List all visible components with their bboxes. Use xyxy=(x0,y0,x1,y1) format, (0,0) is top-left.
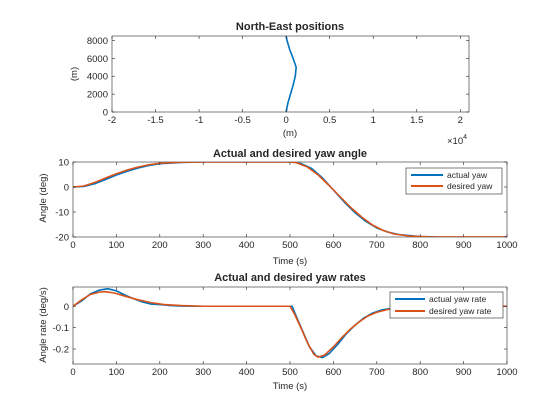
x-tick-label: 200 xyxy=(152,240,168,251)
y-tick-label: 4000 xyxy=(87,72,108,83)
legend-label-actual-yaw-rate: actual yaw rate xyxy=(429,294,486,304)
x-tick-label: 600 xyxy=(325,240,341,251)
plot-area xyxy=(111,35,470,113)
yaw-angle-chart: Actual and desired yaw angle 0 100 200 300 4… xyxy=(38,148,518,267)
x-tick-label: 700 xyxy=(369,240,385,251)
x-tick-label: 1000 xyxy=(496,367,517,378)
y-axis-label: Angle (deg) xyxy=(38,173,49,222)
y-tick-label: -0.2 xyxy=(53,345,69,356)
x-tick-label: 900 xyxy=(456,367,472,378)
yaw-rate-chart: Actual and desired yaw rates 0 100 200 300 4… xyxy=(38,272,518,392)
x-tick-label: 100 xyxy=(108,367,124,378)
chart-title: Actual and desired yaw angle xyxy=(213,148,367,160)
y-axis-label: Angle rate (deg/s) xyxy=(38,287,49,363)
y-tick-label: 6000 xyxy=(87,54,108,65)
series-line-desired-yaw-rate xyxy=(73,290,507,358)
legend-box xyxy=(389,291,504,319)
legend-label-desired-yaw-rate: desired yaw rate xyxy=(429,306,492,316)
x-tick-label: -2 xyxy=(108,115,116,126)
series-line-desired-yaw xyxy=(73,162,507,237)
x-tick-label: 400 xyxy=(239,367,255,378)
x-tick-label: 0 xyxy=(70,367,75,378)
y-tick-label: -20 xyxy=(55,233,69,244)
y-tick-label: 8000 xyxy=(87,36,108,47)
x-tick-label: 500 xyxy=(282,367,298,378)
y-axis-label: (m) xyxy=(69,67,80,81)
x-axis-exponent-power: 4 xyxy=(463,134,467,141)
x-tick-label: 1000 xyxy=(496,240,517,251)
y-tick-label: -10 xyxy=(55,208,69,219)
x-axis-exponent-base: ×10 xyxy=(447,136,463,147)
x-tick-label: 800 xyxy=(412,367,428,378)
y-tick-label: 10 xyxy=(58,158,69,169)
north-east-positions-chart: North-East positions -2 -1.5 -1 -0.5 0 0.5 1 1.… xyxy=(69,21,470,147)
chart-title: North-East positions xyxy=(236,21,344,33)
x-axis-label: Time (s) xyxy=(273,256,307,267)
x-tick-label: 600 xyxy=(325,367,341,378)
legend: actual yaw rate desired yaw rate xyxy=(389,291,504,319)
x-tick-label: 300 xyxy=(195,240,211,251)
x-tick-label: 100 xyxy=(108,240,124,251)
x-tick-label: -0.5 xyxy=(234,115,250,126)
x-axis-label: Time (s) xyxy=(273,381,307,392)
x-tick-label: 800 xyxy=(412,240,428,251)
x-tick-label: 0.5 xyxy=(323,115,336,126)
chart-title: Actual and desired yaw rates xyxy=(214,272,366,284)
x-tick-label: 700 xyxy=(369,367,385,378)
x-tick-label: 500 xyxy=(282,240,298,251)
x-tick-label: 300 xyxy=(195,367,211,378)
x-tick-label: -1 xyxy=(195,115,203,126)
x-tick-label: 400 xyxy=(239,240,255,251)
x-tick-label: 0 xyxy=(70,240,75,251)
x-tick-label: 1 xyxy=(371,115,376,126)
legend: actual yaw desired yaw xyxy=(405,167,503,195)
x-axis-label: (m) xyxy=(283,128,297,139)
x-tick-label: -1.5 xyxy=(147,115,163,126)
x-axis-exponent: ×104 xyxy=(447,134,467,147)
legend-label-desired-yaw: desired yaw xyxy=(447,181,493,191)
y-tick-label: -0.1 xyxy=(53,323,69,334)
x-tick-label: 0 xyxy=(283,115,288,126)
series-line-position xyxy=(285,36,297,112)
x-tick-label: 2 xyxy=(458,115,463,126)
y-tick-label: 2000 xyxy=(87,90,108,101)
x-tick-label: 200 xyxy=(152,367,168,378)
x-tick-label: 1.5 xyxy=(410,115,423,126)
legend-box xyxy=(405,167,503,195)
y-tick-label: 0 xyxy=(103,108,108,119)
x-tick-label: 900 xyxy=(456,240,472,251)
y-tick-label: 0 xyxy=(64,302,69,313)
legend-label-actual-yaw: actual yaw xyxy=(447,170,488,180)
y-tick-label: 0 xyxy=(64,183,69,194)
